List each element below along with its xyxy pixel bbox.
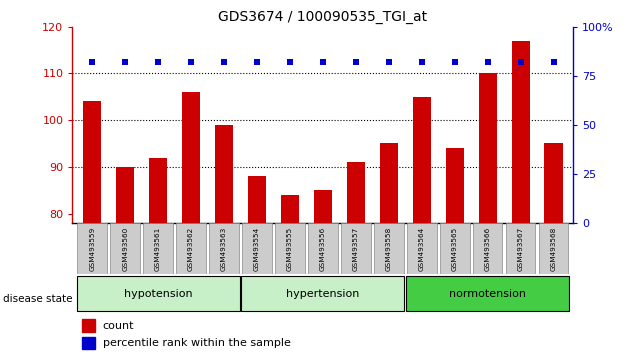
Bar bbox=[281, 195, 299, 223]
Text: GSM493564: GSM493564 bbox=[419, 227, 425, 271]
Bar bbox=[143, 223, 173, 274]
Point bbox=[252, 59, 262, 65]
Bar bbox=[149, 158, 167, 223]
Text: hypotension: hypotension bbox=[124, 289, 192, 299]
Text: count: count bbox=[103, 320, 134, 331]
Bar bbox=[380, 143, 398, 223]
Point bbox=[483, 59, 493, 65]
Bar bbox=[110, 223, 140, 274]
Bar bbox=[176, 223, 206, 274]
Bar bbox=[248, 176, 266, 223]
Point bbox=[515, 59, 525, 65]
Point bbox=[285, 59, 295, 65]
Point bbox=[219, 59, 229, 65]
Bar bbox=[308, 223, 338, 274]
Bar bbox=[77, 223, 107, 274]
Bar bbox=[413, 97, 431, 223]
Bar bbox=[544, 143, 563, 223]
Text: percentile rank within the sample: percentile rank within the sample bbox=[103, 338, 290, 348]
Text: GSM493556: GSM493556 bbox=[320, 227, 326, 271]
Point bbox=[318, 59, 328, 65]
Text: hypertension: hypertension bbox=[286, 289, 360, 299]
Point bbox=[87, 59, 97, 65]
Bar bbox=[314, 190, 332, 223]
Bar bbox=[215, 125, 233, 223]
Bar bbox=[512, 41, 530, 223]
Text: GSM493559: GSM493559 bbox=[89, 227, 95, 271]
Text: GSM493561: GSM493561 bbox=[155, 227, 161, 271]
Text: GSM493558: GSM493558 bbox=[386, 227, 392, 271]
Text: GSM493568: GSM493568 bbox=[551, 227, 556, 271]
Bar bbox=[346, 162, 365, 223]
Bar bbox=[209, 223, 239, 274]
Text: GSM493562: GSM493562 bbox=[188, 227, 194, 271]
Bar bbox=[407, 223, 437, 274]
Bar bbox=[83, 319, 95, 332]
Bar bbox=[341, 223, 370, 274]
Bar bbox=[440, 223, 469, 274]
Bar bbox=[506, 223, 536, 274]
Bar bbox=[241, 276, 404, 312]
Bar bbox=[116, 167, 134, 223]
Title: GDS3674 / 100090535_TGI_at: GDS3674 / 100090535_TGI_at bbox=[219, 10, 427, 24]
Bar bbox=[479, 73, 496, 223]
Bar bbox=[242, 223, 272, 274]
Text: GSM493554: GSM493554 bbox=[254, 227, 260, 271]
Bar bbox=[83, 101, 101, 223]
Text: GSM493555: GSM493555 bbox=[287, 227, 293, 271]
Text: GSM493560: GSM493560 bbox=[122, 227, 128, 271]
Text: GSM493557: GSM493557 bbox=[353, 227, 359, 271]
Bar bbox=[83, 337, 95, 349]
Point bbox=[384, 59, 394, 65]
Point bbox=[549, 59, 559, 65]
Text: GSM493563: GSM493563 bbox=[221, 227, 227, 271]
Bar bbox=[182, 92, 200, 223]
Point bbox=[186, 59, 196, 65]
Point bbox=[450, 59, 460, 65]
Text: GSM493566: GSM493566 bbox=[484, 227, 491, 271]
Point bbox=[153, 59, 163, 65]
Bar bbox=[406, 276, 569, 312]
Point bbox=[120, 59, 130, 65]
Bar bbox=[472, 223, 503, 274]
Text: normotension: normotension bbox=[449, 289, 526, 299]
Bar bbox=[77, 276, 239, 312]
Text: GSM493565: GSM493565 bbox=[452, 227, 457, 271]
Point bbox=[351, 59, 361, 65]
Bar bbox=[275, 223, 305, 274]
Point bbox=[416, 59, 427, 65]
Bar bbox=[445, 148, 464, 223]
Bar bbox=[539, 223, 568, 274]
Text: disease state: disease state bbox=[3, 294, 72, 304]
Bar bbox=[374, 223, 404, 274]
Text: GSM493567: GSM493567 bbox=[518, 227, 524, 271]
